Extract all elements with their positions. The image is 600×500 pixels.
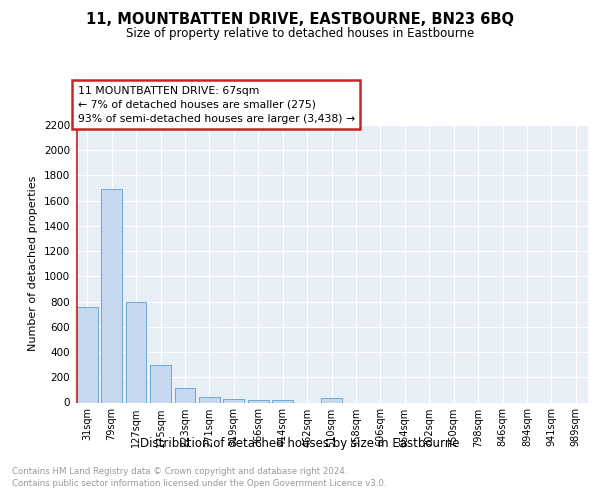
Text: Contains public sector information licensed under the Open Government Licence v3: Contains public sector information licen… xyxy=(12,479,386,488)
Text: Contains HM Land Registry data © Crown copyright and database right 2024.: Contains HM Land Registry data © Crown c… xyxy=(12,468,347,476)
Bar xyxy=(101,190,122,402)
Text: Size of property relative to detached houses in Eastbourne: Size of property relative to detached ho… xyxy=(126,28,474,40)
Text: 11, MOUNTBATTEN DRIVE, EASTBOURNE, BN23 6BQ: 11, MOUNTBATTEN DRIVE, EASTBOURNE, BN23 … xyxy=(86,12,514,28)
Text: 11 MOUNTBATTEN DRIVE: 67sqm
← 7% of detached houses are smaller (275)
93% of sem: 11 MOUNTBATTEN DRIVE: 67sqm ← 7% of deta… xyxy=(77,86,355,124)
Bar xyxy=(272,400,293,402)
Bar xyxy=(150,366,171,403)
Bar xyxy=(175,388,196,402)
Bar xyxy=(321,398,342,402)
Y-axis label: Number of detached properties: Number of detached properties xyxy=(28,176,38,352)
Text: Distribution of detached houses by size in Eastbourne: Distribution of detached houses by size … xyxy=(140,438,460,450)
Bar xyxy=(77,306,98,402)
Bar xyxy=(199,397,220,402)
Bar xyxy=(125,302,146,402)
Bar xyxy=(223,399,244,402)
Bar xyxy=(248,400,269,402)
